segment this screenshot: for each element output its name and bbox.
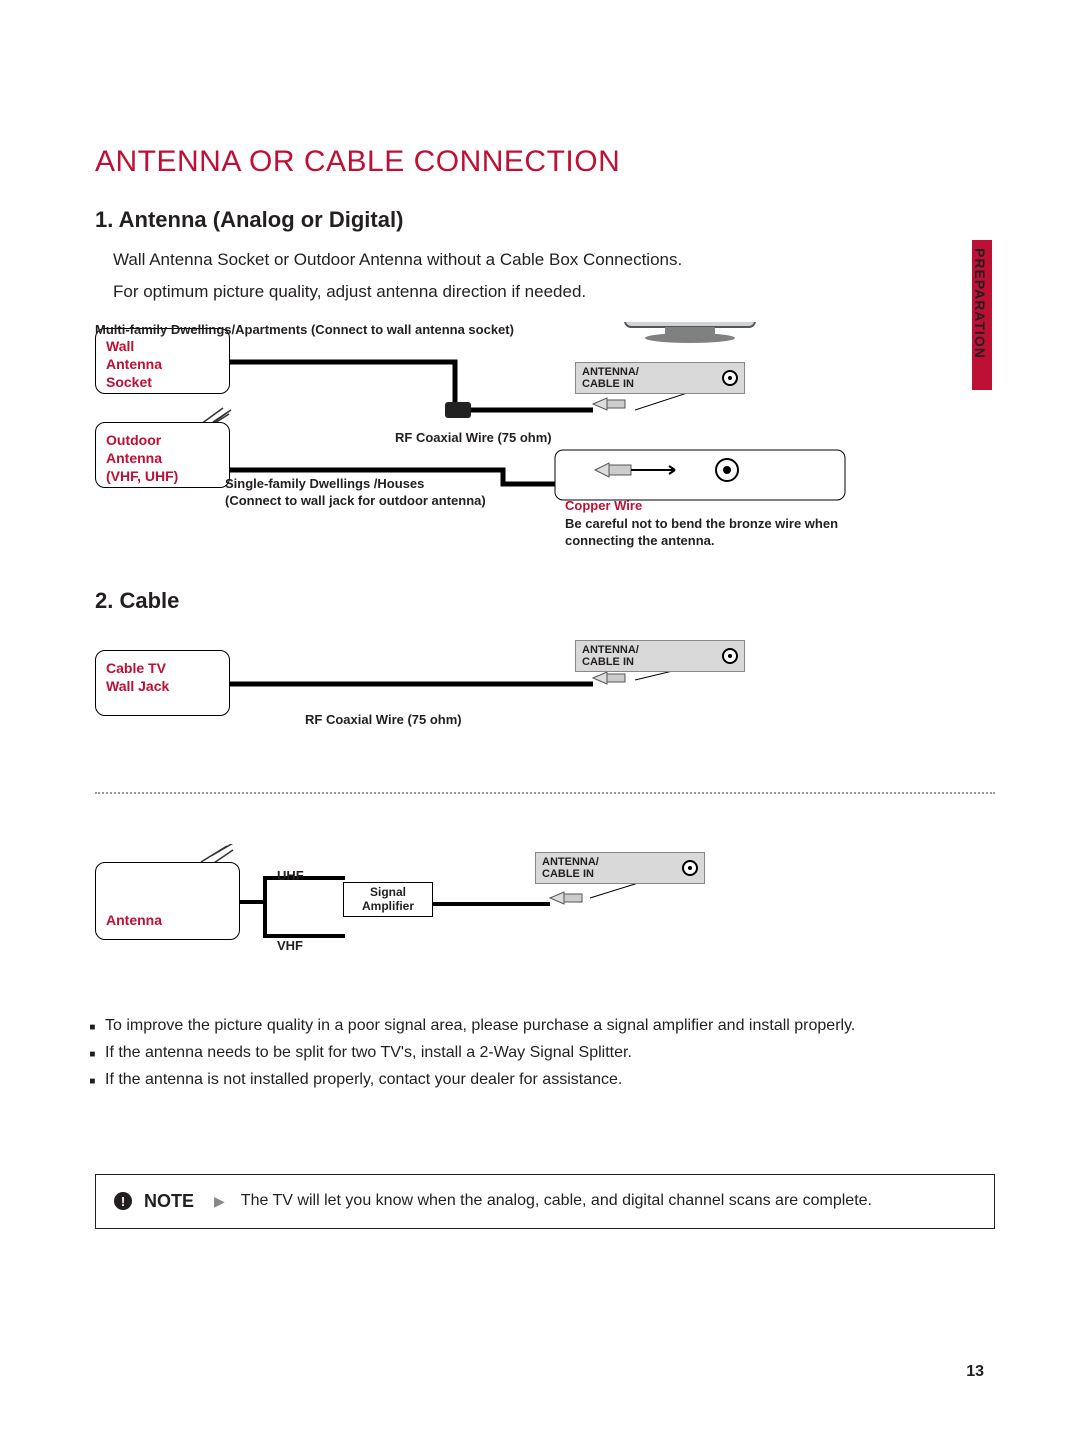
intro-line1: Wall Antenna Socket or Outdoor Antenna w… [113,247,995,273]
diagram1-svg [95,322,995,582]
section1-heading: 1. Antenna (Analog or Digital) [95,207,995,233]
rf-label-1: RF Coaxial Wire (75 ohm) [395,430,552,447]
port-panel-1: ANTENNA/ CABLE IN [575,362,745,394]
multi-family-label: Multi-family Dwellings/Apartments (Conne… [95,322,514,339]
outdoor-box: Outdoor Antenna (VHF, UHF) [95,422,230,488]
section-divider [95,792,995,794]
diagram-1: Wall Antenna Socket Multi-family Dwellin… [95,322,995,582]
amplifier-box: Signal Amplifier [343,882,433,917]
port-label-3: ANTENNA/ CABLE IN [542,856,599,880]
bullet-item: To improve the picture quality in a poor… [101,1012,995,1039]
note-text: The TV will let you know when the analog… [241,1192,872,1210]
port-label-2: ANTENNA/ CABLE IN [582,644,639,668]
port-panel-3: ANTENNA/ CABLE IN [535,852,705,884]
section2-heading: 2. Cable [95,588,995,614]
port-label-1: ANTENNA/ CABLE IN [582,366,639,390]
port-hole-icon [682,860,698,876]
section1-intro: Wall Antenna Socket or Outdoor Antenna w… [113,247,995,304]
main-title: ANTENNA OR CABLE CONNECTION [95,145,995,179]
diagram2-svg [95,632,995,752]
note-icon: ! [114,1192,132,1210]
page-content: ANTENNA OR CABLE CONNECTION 1. Antenna (… [95,145,995,1229]
bullet-item: If the antenna is not installed properly… [101,1066,995,1093]
uhf-label: UHF [277,868,304,885]
section3-bullets: To improve the picture quality in a poor… [101,1012,995,1094]
copper-wire-caution: Be careful not to bend the bronze wire w… [565,516,845,550]
intro-line2: For optimum picture quality, adjust ante… [113,279,995,305]
amp-label: Signal Amplifier [362,885,414,913]
rf-label-2: RF Coaxial Wire (75 ohm) [305,712,462,729]
outdoor-label: Outdoor Antenna (VHF, UHF) [106,432,178,484]
port-panel-2: ANTENNA/ CABLE IN [575,640,745,672]
note-box: ! NOTE ▶ The TV will let you know when t… [95,1174,995,1229]
page-number: 13 [966,1363,984,1381]
cable-jack-box: Cable TV Wall Jack [95,650,230,716]
wall-socket-label: Wall Antenna Socket [106,338,162,390]
antenna-box: Antenna [95,862,240,940]
port-hole-icon [722,370,738,386]
diagram-2: Cable TV Wall Jack RF Coaxial Wire (75 o… [95,632,995,752]
copper-wire-label: Copper Wire [565,498,642,515]
vhf-label: VHF [277,938,303,955]
arrow-icon: ▶ [214,1193,225,1210]
cable-jack-label: Cable TV Wall Jack [106,660,169,694]
diagram-3: Antenna UHF VHF Signal Amplifier ANTENNA… [95,844,995,994]
port-hole-icon [722,648,738,664]
single-family-label: Single-family Dwellings /Houses (Connect… [225,476,545,510]
bullet-item: If the antenna needs to be split for two… [101,1039,995,1066]
antenna-label: Antenna [106,911,162,929]
note-label: NOTE [144,1191,194,1212]
